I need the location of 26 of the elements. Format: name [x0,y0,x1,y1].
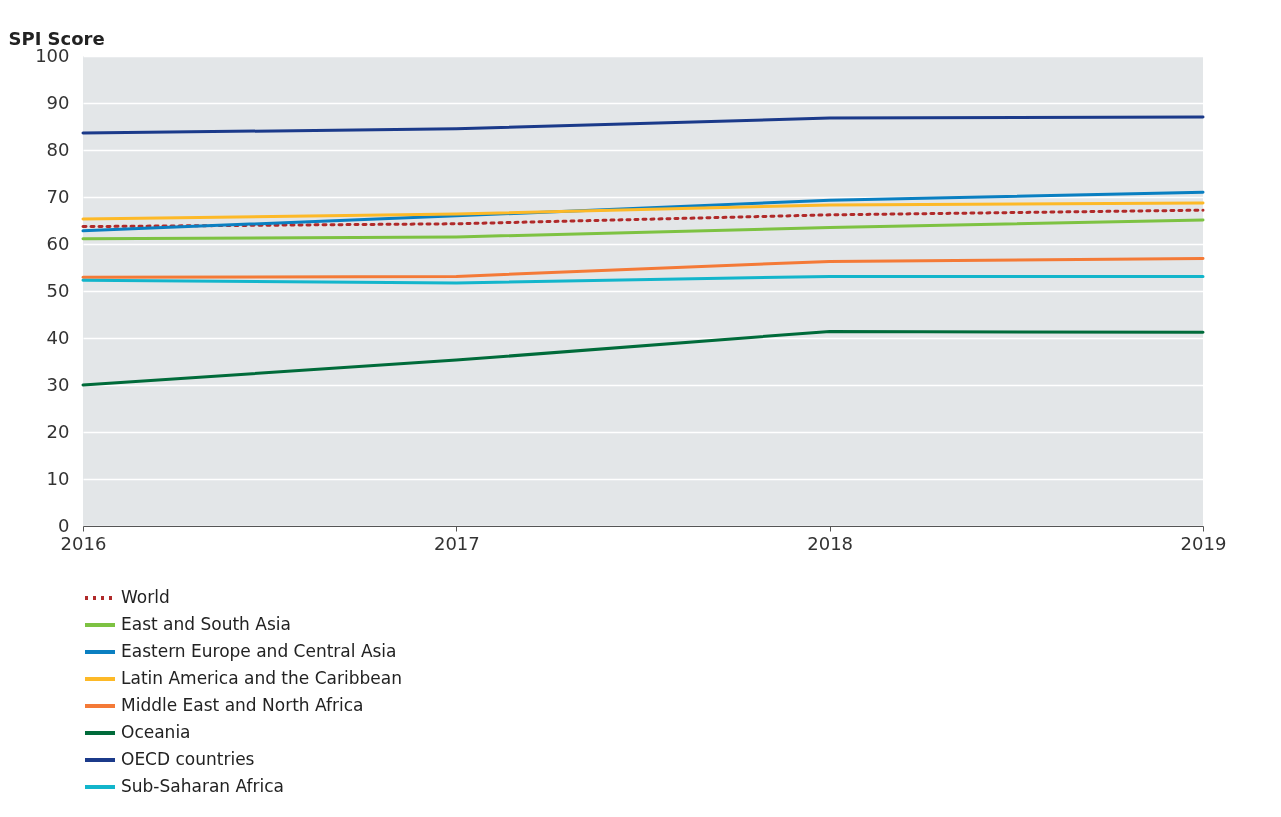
y-tick-label: 10 [46,467,70,489]
y-tick-label: 80 [46,138,70,160]
line-series [81,218,1205,241]
line-series [81,201,1205,221]
legend-label: Latin America and the Caribbean [121,668,402,688]
y-tick-label: 50 [46,279,70,301]
legend-label: Middle East and North Africa [121,695,364,715]
legend-label: East and South Asia [121,614,291,634]
legend-label: Sub-Saharan Africa [121,776,284,796]
x-tick-label: 2018 [807,532,854,554]
y-tick-label: 60 [46,232,70,254]
line-series [81,115,1205,135]
line-series [81,208,1205,229]
y-tick-label: 70 [46,185,70,207]
legend-label: Eastern Europe and Central Asia [121,641,397,661]
y-tick-label: 90 [46,91,70,113]
x-tick-label: 2019 [1180,532,1227,554]
legend-label: OECD countries [121,749,255,769]
line-series [81,257,1205,279]
y-tick-label: 40 [46,326,70,348]
legend-label: World [121,587,170,607]
x-tick-label: 2017 [433,532,480,554]
legend-label: Oceania [121,722,191,742]
y-tick-label: 20 [46,420,70,442]
y-tick-label: 30 [46,373,70,395]
line-series [81,329,1205,387]
